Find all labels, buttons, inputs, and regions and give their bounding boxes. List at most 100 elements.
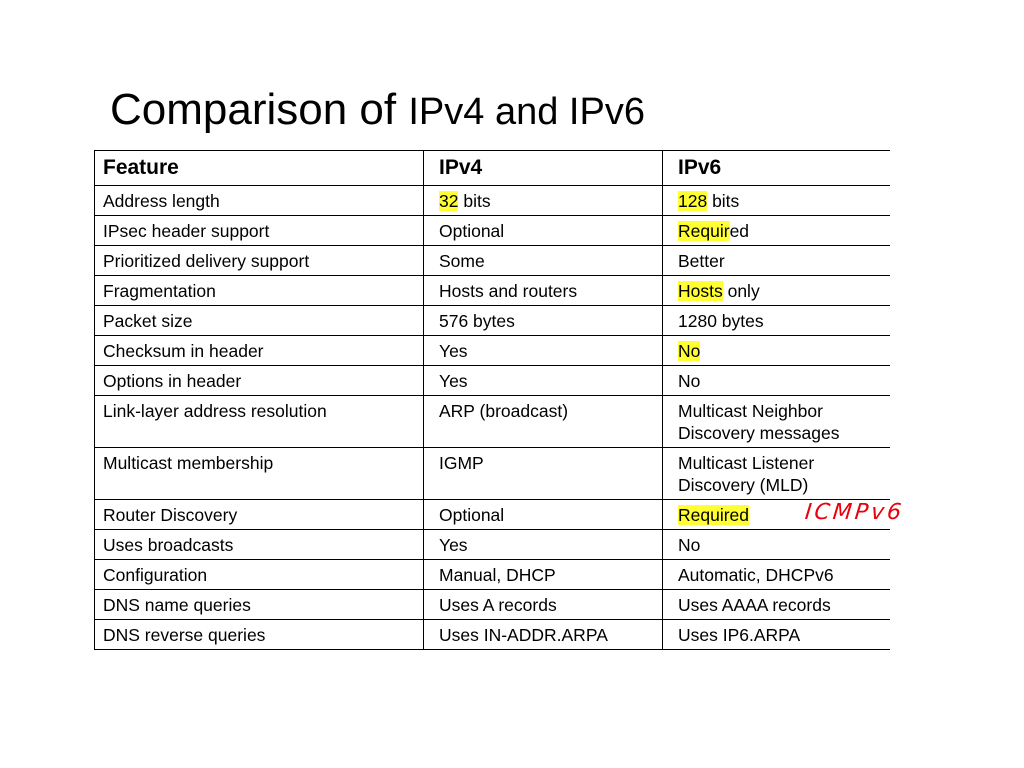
- feature-cell: Options in header: [94, 365, 424, 396]
- ipv6-value: No: [678, 535, 700, 555]
- ipv4-cell: Manual, DHCP: [423, 559, 663, 590]
- ipv6-value: Hosts only: [678, 281, 760, 301]
- feature-cell: Multicast membership: [94, 447, 424, 500]
- ipv4-cell: ARP (broadcast): [423, 395, 663, 448]
- comparison-table: Feature IPv4 IPv6 Address length 32 bits 1…: [94, 150, 890, 650]
- value-text: ed: [729, 221, 750, 241]
- feature-cell: Prioritized delivery support: [94, 245, 424, 276]
- table-row: Configuration Manual, DHCP Automatic, DHCP…: [94, 559, 890, 590]
- ipv6-cell: Better: [662, 245, 890, 276]
- ipv4-value: Uses A records: [439, 595, 557, 615]
- feature-cell: IPsec header support: [94, 215, 424, 246]
- ipv6-cell: 128 bits: [662, 185, 890, 216]
- value-text: Optional: [439, 505, 505, 525]
- table-row: Router Discovery Optional Required: [94, 499, 890, 530]
- value-text: Yes: [439, 371, 468, 391]
- value-text: Multicast Neighbor Discovery messages: [678, 401, 840, 443]
- ipv4-cell: Yes: [423, 335, 663, 366]
- ipv6-value: Multicast Listener Discovery (MLD): [678, 453, 814, 495]
- ipv6-value: 128 bits: [678, 191, 739, 211]
- table-row: DNS name queries Uses A records Uses AAAA …: [94, 589, 890, 620]
- value-text: only: [722, 281, 760, 301]
- ipv6-cell: Uses IP6.ARPA: [662, 619, 890, 650]
- feature-cell: Link-layer address resolution: [94, 395, 424, 448]
- ipv6-value: Multicast Neighbor Discovery messages: [678, 401, 839, 443]
- value-text: Manual, DHCP: [439, 565, 556, 585]
- ipv6-cell: Required: [662, 499, 890, 530]
- ipv6-value: Uses IP6.ARPA: [678, 625, 800, 645]
- ipv4-value: Yes: [439, 371, 468, 391]
- ipv4-value: Yes: [439, 341, 468, 361]
- ipv4-cell: 32 bits: [423, 185, 663, 216]
- header-feature: Feature: [94, 150, 424, 186]
- ipv6-cell: Multicast Listener Discovery (MLD): [662, 447, 890, 500]
- feature-cell: DNS name queries: [94, 589, 424, 620]
- ipv6-value: No: [678, 341, 701, 361]
- feature-cell: Uses broadcasts: [94, 529, 424, 560]
- ipv4-cell: IGMP: [423, 447, 663, 500]
- ipv4-cell: Hosts and routers: [423, 275, 663, 306]
- ipv6-cell: No: [662, 365, 890, 396]
- ipv6-cell: No: [662, 335, 890, 366]
- value-text: Hosts and routers: [439, 281, 578, 301]
- ipv6-cell: Hosts only: [662, 275, 890, 306]
- ipv6-cell: Automatic, DHCPv6: [662, 559, 890, 590]
- value-text: IGMP: [439, 453, 484, 473]
- value-text: Uses IN-ADDR.ARPA: [439, 625, 608, 645]
- ipv4-cell: Optional: [423, 499, 663, 530]
- value-text: Yes: [439, 341, 468, 361]
- feature-cell: Configuration: [94, 559, 424, 590]
- ipv6-value: Required: [678, 505, 750, 525]
- slide-title: Comparison of IPv4 and IPv6: [110, 88, 645, 132]
- ipv4-value: 32 bits: [439, 191, 491, 211]
- highlighted-text: 128: [678, 191, 708, 211]
- title-part-1: Comparison of: [110, 85, 409, 134]
- ipv4-value: Optional: [439, 505, 504, 525]
- value-text: Optional: [439, 221, 505, 241]
- highlighted-text: Hosts: [678, 281, 723, 301]
- ipv6-cell: Uses AAAA records: [662, 589, 890, 620]
- handwritten-annotation: ICMPv6: [803, 500, 906, 525]
- table-row: Address length 32 bits 128 bits: [94, 185, 890, 216]
- value-text: ARP (broadcast): [439, 401, 569, 421]
- feature-cell: Router Discovery: [94, 499, 424, 530]
- ipv6-cell: No: [662, 529, 890, 560]
- ipv4-cell: Some: [423, 245, 663, 276]
- title-part-2: IPv4 and IPv6: [408, 91, 645, 133]
- value-text: Yes: [439, 535, 468, 555]
- ipv6-value: Required: [678, 221, 749, 241]
- ipv4-value: Optional: [439, 221, 504, 241]
- value-text: Better: [678, 251, 725, 271]
- ipv6-cell: Multicast Neighbor Discovery messages: [662, 395, 890, 448]
- ipv4-cell: Optional: [423, 215, 663, 246]
- highlighted-text: 32: [439, 191, 459, 211]
- ipv6-cell: Required: [662, 215, 890, 246]
- ipv4-value: Manual, DHCP: [439, 565, 556, 585]
- ipv4-value: Yes: [439, 535, 468, 555]
- highlighted-text: No: [678, 341, 701, 361]
- value-text: 576 bytes: [439, 311, 515, 331]
- table-row: Packet size 576 bytes 1280 bytes: [94, 305, 890, 336]
- ipv6-value: Better: [678, 251, 725, 271]
- header-ipv4: IPv4: [423, 150, 663, 186]
- ipv4-cell: Uses A records: [423, 589, 663, 620]
- ipv4-value: IGMP: [439, 453, 484, 473]
- value-text: Uses AAAA records: [678, 595, 831, 615]
- value-text: No: [678, 535, 701, 555]
- value-text: Uses A records: [439, 595, 557, 615]
- ipv4-cell: 576 bytes: [423, 305, 663, 336]
- value-text: bits: [707, 191, 740, 211]
- table-row: Fragmentation Hosts and routers Hosts only: [94, 275, 890, 306]
- table-row: Link-layer address resolution ARP (broadc…: [94, 395, 890, 448]
- ipv4-value: 576 bytes: [439, 311, 515, 331]
- table-header-row: Feature IPv4 IPv6: [94, 150, 890, 186]
- feature-cell: Fragmentation: [94, 275, 424, 306]
- ipv4-cell: Yes: [423, 365, 663, 396]
- ipv6-value: Automatic, DHCPv6: [678, 565, 834, 585]
- table-row: DNS reverse queries Uses IN-ADDR.ARPA Uses…: [94, 619, 890, 650]
- ipv4-cell: Yes: [423, 529, 663, 560]
- table-row: Checksum in header Yes No: [94, 335, 890, 366]
- feature-cell: Address length: [94, 185, 424, 216]
- feature-cell: Checksum in header: [94, 335, 424, 366]
- value-text: 1280 bytes: [678, 311, 764, 331]
